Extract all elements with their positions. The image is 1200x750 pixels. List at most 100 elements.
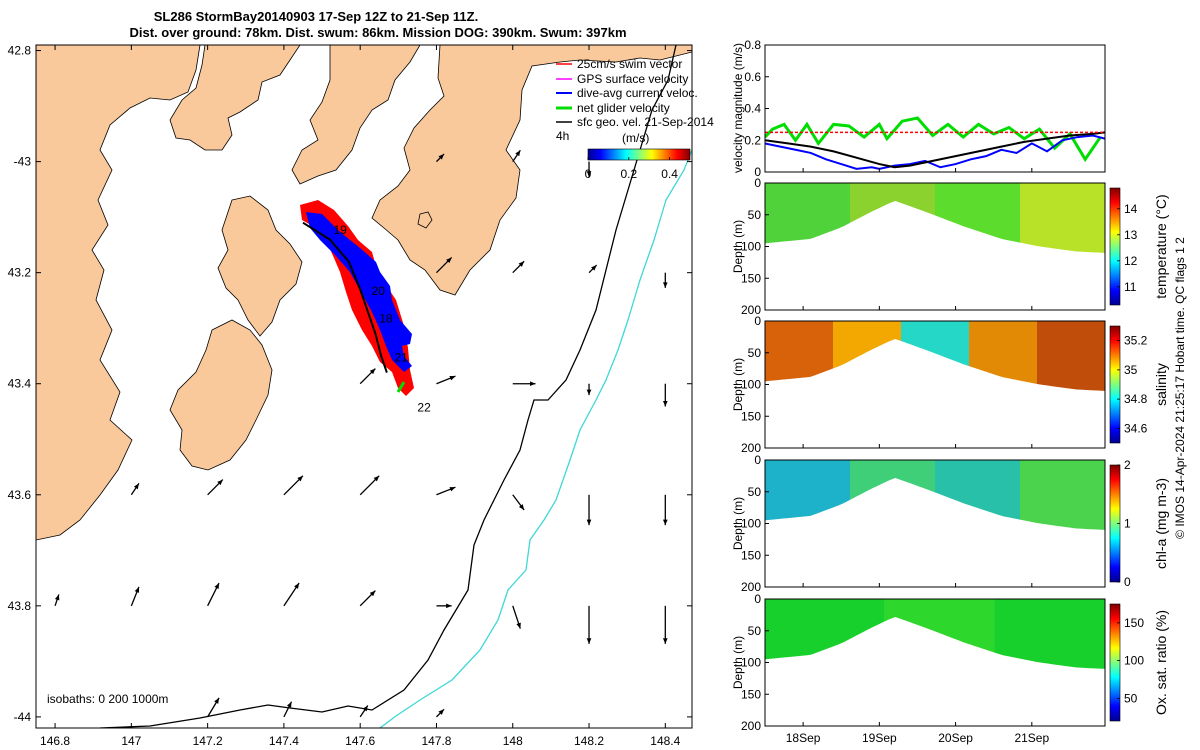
day-label: 18 <box>379 312 393 326</box>
geo-vector-head <box>530 381 536 387</box>
legend-label-net: net glider velocity <box>577 101 670 115</box>
geo-vector-head <box>286 701 292 708</box>
section-data <box>765 183 1105 310</box>
geo-vector-head <box>518 504 525 510</box>
section-cell <box>1054 183 1064 310</box>
land-derwent-east <box>291 45 421 185</box>
map-ytick-label: 42.8 <box>8 44 32 58</box>
geo-vector-head <box>516 622 521 629</box>
section-cell <box>1045 183 1055 310</box>
section-colorbar-tick-label: 35 <box>1124 363 1138 377</box>
section-colorbar-label: chl-a (mg m-3) <box>1153 478 1169 569</box>
glider-track <box>302 221 388 373</box>
section-cell <box>1062 183 1072 310</box>
legend-label-current: dive-avg current veloc. <box>577 86 698 100</box>
section-ytick-label: 50 <box>748 346 762 360</box>
isobath-note: isobaths: 0 200 1000m <box>47 692 168 706</box>
velocity-bg <box>765 45 1105 172</box>
geo-vector-head <box>373 475 380 482</box>
section-cell <box>1062 599 1072 726</box>
map-ytick-label: 43.8 <box>8 599 32 613</box>
geo-vector-head <box>297 475 303 482</box>
geo-vector-head <box>134 586 140 593</box>
section-ytick-label: 150 <box>741 409 761 423</box>
section-colorbar-tick-label: 100 <box>1124 654 1144 668</box>
land-islet <box>417 211 433 229</box>
section-cell <box>1037 183 1047 310</box>
geo-vector-head <box>662 638 668 644</box>
geo-vector-head <box>294 583 300 589</box>
day-label: 20 <box>372 284 386 298</box>
day-label: 19 <box>333 223 347 237</box>
seafloor-mask <box>765 201 1105 310</box>
section-cell <box>1088 460 1098 587</box>
section-ytick-label: 50 <box>748 624 762 638</box>
section-cell <box>1045 460 1055 587</box>
section-colorbar-label: salinity <box>1153 363 1169 406</box>
land-south-arm <box>217 195 303 337</box>
section-cell <box>1045 599 1055 726</box>
section-data <box>765 599 1105 726</box>
time-xtick-label: 21Sep <box>1014 731 1049 745</box>
map-colorbar-ticks: 0 0.2 0.4 <box>585 157 678 181</box>
section-cell <box>1037 321 1047 448</box>
legend-label-swim: 25cm/s swim vector <box>577 57 682 71</box>
current-vectors <box>306 212 412 372</box>
map-legend: 25cm/s swim vector GPS surface velocity … <box>556 57 714 181</box>
section-ytick-label: 200 <box>741 303 761 317</box>
geo-vector-head <box>214 697 220 704</box>
section-colorbar-tick-label: 12 <box>1124 254 1138 268</box>
section-panel: 0 50 100 150 200 Depth (m) 0 1 2 chl-a (mg m-3) <box>731 453 1169 594</box>
section-colorbar-label: Ox. sat. ratio (%) <box>1153 610 1169 715</box>
section-colorbar <box>1109 187 1121 306</box>
map-panel: 19 20 18 21 22 25cm/s swim vector GPS surfac… <box>8 44 714 748</box>
section-ylabel: Depth (m) <box>731 497 745 550</box>
map-ytick-label: -43 <box>14 155 32 169</box>
credit-text: © IMOS 14-Apr-2024 21:25:17 Hobart time.… <box>1173 237 1187 539</box>
section-colorbar-tick-label: 50 <box>1124 691 1138 705</box>
map-ticks: 146.8 147 147.2 147.4 147.6 147.8 148 148.2 148.… <box>8 44 692 748</box>
section-ytick-label: 100 <box>741 656 761 670</box>
isobath-1000m <box>379 148 692 728</box>
map-xtick-label: 148 <box>503 734 523 748</box>
section-cell <box>1054 321 1064 448</box>
section-ytick-label: 100 <box>741 378 761 392</box>
geo-vector-head <box>446 257 452 264</box>
section-colorbar-tick-label: 150 <box>1124 616 1144 630</box>
section-ytick-label: 150 <box>741 687 761 701</box>
section-cell <box>1037 599 1047 726</box>
section-colorbar <box>1109 325 1121 444</box>
section-cell <box>1079 599 1089 726</box>
section-cell <box>1088 321 1098 448</box>
glider-track-layer <box>300 200 414 396</box>
velocity-series-line <box>765 116 1102 163</box>
section-ytick-label: 0 <box>754 592 761 606</box>
velocity-series-line <box>765 134 1105 170</box>
section-ytick-label: 200 <box>741 580 761 594</box>
geo-vector-head <box>662 400 668 407</box>
section-colorbar-tick-label: 34.6 <box>1124 421 1148 435</box>
geo-vector-head <box>662 519 668 526</box>
section-cell <box>1054 599 1064 726</box>
velocity-ylabel: velocity magnitude (m/s) <box>731 43 745 173</box>
map-land <box>36 45 692 541</box>
day-label: 21 <box>395 351 409 365</box>
seafloor-mask <box>765 617 1105 726</box>
section-colorbar-tick-label: 35.2 <box>1124 334 1148 348</box>
geo-vector-head <box>214 583 220 590</box>
section-panel: 0 50 100 150 200 Depth (m) 11 12 13 14 temperature… <box>731 176 1169 317</box>
map-ytick-label: 43.4 <box>8 377 32 391</box>
geo-vector-head <box>586 638 592 644</box>
section-ytick-label: 100 <box>741 517 761 531</box>
section-ylabel: Depth (m) <box>731 636 745 689</box>
map-ytick-label: 43.2 <box>8 266 32 280</box>
velocity-ytick-label: 0.2 <box>744 133 761 147</box>
geo-vector-head <box>586 171 592 177</box>
time-xtick-label: 20Sep <box>938 731 973 745</box>
geo-vector-head <box>362 705 368 712</box>
section-cell <box>1062 321 1072 448</box>
geo-vectors <box>54 149 668 718</box>
section-cell <box>1071 183 1081 310</box>
legend-label-gps: GPS surface velocity <box>577 72 688 86</box>
isobaths <box>99 45 692 728</box>
